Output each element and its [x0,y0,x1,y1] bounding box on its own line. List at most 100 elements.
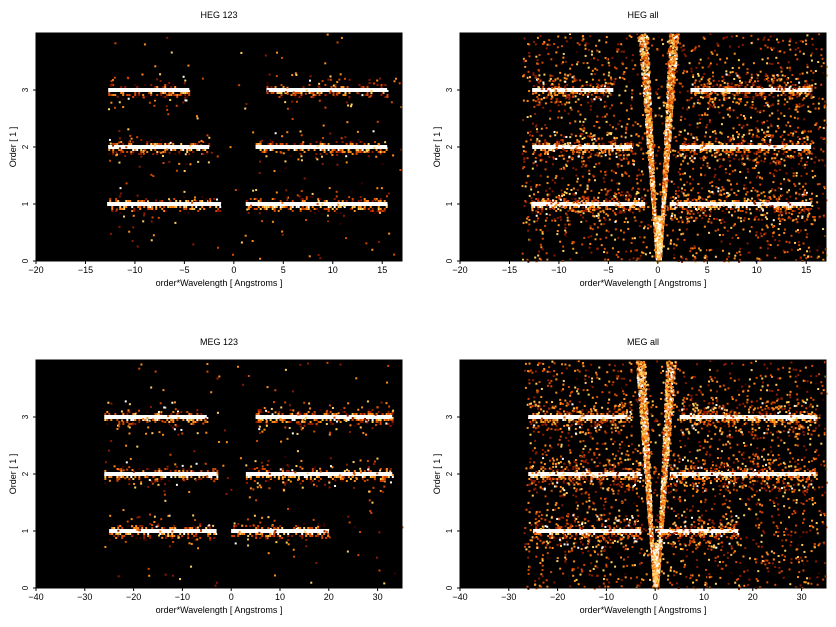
noise-mark [582,62,585,65]
noise-mark [543,42,546,45]
noise-mark [317,254,320,257]
band-mark [150,143,153,145]
noise-mark [801,72,804,75]
band-halo [265,155,268,158]
noise-mark [778,222,781,225]
noise-mark [737,216,740,219]
band-mark [255,198,258,200]
noise-mark [690,50,693,53]
noise-mark [591,69,594,72]
zero-order-mark [671,87,674,90]
noise-mark [611,247,614,250]
noise-mark [728,179,731,182]
noise-mark [234,188,237,191]
noise-mark [706,255,709,258]
noise-mark [785,172,788,175]
band-mark [152,143,155,145]
band-mark [280,84,283,86]
noise-mark [715,63,718,66]
noise-mark [702,156,705,159]
zero-order-mark [644,58,647,61]
noise-mark [210,151,213,154]
noise-mark [296,194,299,197]
noise-mark [532,40,535,43]
x-axis-label: order*Wavelength [ Angstroms ] [156,278,283,288]
noise-mark [783,251,786,254]
noise-mark [600,155,603,158]
band-halo [260,220,263,223]
noise-mark [136,245,139,248]
noise-mark [542,149,545,152]
noise-mark [683,194,686,197]
band-mark [313,212,316,214]
band-mark [301,143,304,145]
band-halo [136,136,139,139]
band-mark [259,149,262,151]
noise-mark [713,130,716,133]
noise-mark [778,234,781,237]
noise-mark [722,148,725,151]
noise-mark [769,35,772,38]
noise-mark [726,229,729,232]
noise-mark [639,254,642,257]
noise-mark [733,94,736,97]
band-mark [305,198,308,200]
noise-mark [796,136,799,139]
noise-mark [775,198,778,201]
noise-mark [775,169,778,172]
zero-order-mark [666,126,669,129]
band-mark [367,208,370,210]
noise-mark [808,198,811,201]
band-mark [143,200,146,202]
noise-mark [631,237,634,240]
band-mark [357,206,360,208]
noise-mark [115,151,118,154]
noise-mark [542,106,545,109]
noise-mark [742,114,745,117]
band-mark [355,143,358,145]
noise-mark [759,111,762,114]
band-mark [118,153,121,155]
band-mark [333,206,336,208]
zero-order-mark [643,87,646,90]
noise-mark [657,114,660,117]
zero-order-mark [654,231,657,234]
band-mark [118,149,121,151]
band-halo [268,73,271,76]
noise-mark [805,236,808,239]
noise-mark [637,168,640,171]
band-mark [331,208,334,210]
zero-order-mark [671,67,674,70]
band-mark [330,86,333,88]
noise-mark [789,115,792,118]
noise-mark [682,172,685,175]
noise-mark [614,127,617,130]
noise-mark [691,247,694,250]
band-mark [178,153,181,155]
noise-mark [641,173,644,176]
noise-mark [700,167,703,170]
noise-mark [690,247,693,250]
noise-mark [532,72,535,75]
noise-mark [280,56,283,59]
noise-mark [534,256,537,259]
noise-mark [746,168,749,171]
zero-order-mark [667,78,670,81]
noise-mark [624,89,627,92]
noise-mark [624,217,627,220]
noise-mark [709,214,712,217]
noise-mark [614,141,617,144]
noise-mark [346,121,349,124]
noise-mark [765,78,768,81]
noise-mark [751,135,754,138]
band-mark [156,143,159,145]
noise-mark [662,104,665,107]
noise-mark [758,176,761,179]
zero-order-mark [642,67,645,70]
noise-mark [817,217,820,220]
noise-mark [817,61,820,64]
noise-mark [726,258,729,261]
band-mark [161,200,164,202]
noise-mark [654,114,657,117]
band-halo [266,89,269,92]
